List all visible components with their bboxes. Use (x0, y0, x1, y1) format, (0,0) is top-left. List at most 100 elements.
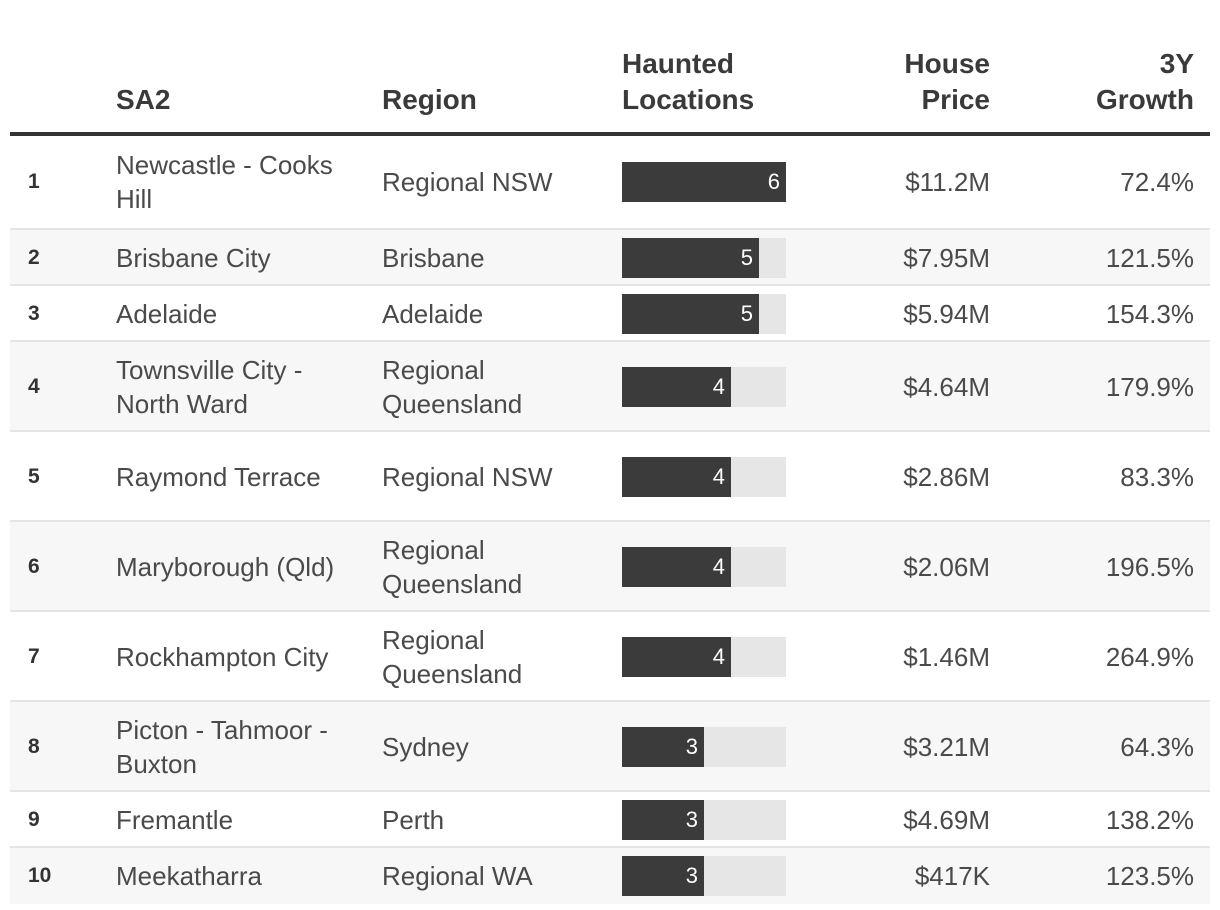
region-cell: Regional NSW (382, 167, 553, 197)
haunted-bar-track: 5 (622, 294, 786, 334)
haunted-bar: 4 (622, 367, 731, 407)
header-region: Region (382, 84, 477, 115)
rank-cell: 2 (28, 246, 40, 269)
rank-cell: 4 (28, 375, 40, 398)
sa2-cell: Townsville City - North Ward (116, 355, 303, 419)
header-haunted-locations: Haunted Locations (622, 46, 754, 118)
table-row: 8 Picton - Tahmoor - Buxton Sydney 3 $3.21M 6… (10, 700, 1210, 792)
haunted-bar-label: 3 (685, 807, 698, 832)
haunted-locations-table: SA2 Region Haunted Locations House Price… (10, 0, 1210, 904)
growth-cell: 264.9% (1105, 642, 1194, 672)
growth-cell: 121.5% (1105, 243, 1194, 273)
table-row: 4 Townsville City - North Ward Regional Qu… (10, 340, 1210, 432)
haunted-bar: 5 (622, 294, 759, 334)
header-sa2: SA2 (116, 84, 171, 115)
rank-cell: 3 (28, 302, 40, 325)
region-cell: Regional NSW (382, 462, 553, 492)
table-row: 6 Maryborough (Qld) Regional Queensland 4 $2… (10, 520, 1210, 612)
rank-cell: 1 (28, 170, 40, 193)
house-price-cell: $417K (914, 861, 990, 891)
growth-cell: 179.9% (1105, 372, 1194, 402)
sa2-cell: Maryborough (Qld) (116, 552, 335, 582)
growth-cell: 123.5% (1105, 861, 1194, 891)
region-cell: Regional WA (382, 861, 533, 891)
house-price-cell: $5.94M (903, 299, 990, 329)
sa2-cell: Rockhampton City (116, 642, 329, 672)
growth-cell: 138.2% (1105, 805, 1194, 835)
house-price-cell: $2.06M (903, 552, 990, 582)
house-price-cell: $4.69M (903, 805, 990, 835)
haunted-bar-track: 5 (622, 238, 786, 278)
region-cell: Regional Queensland (382, 625, 523, 689)
haunted-bar-label: 5 (740, 245, 753, 270)
rank-cell: 5 (28, 465, 40, 488)
haunted-bar-track: 6 (622, 162, 786, 202)
region-cell: Sydney (382, 732, 469, 762)
sa2-cell: Adelaide (116, 299, 218, 329)
rank-cell: 7 (28, 645, 40, 668)
haunted-bar-track: 4 (622, 367, 786, 407)
table-row: 9 Fremantle Perth 3 $4.69M 138.2% (10, 790, 1210, 848)
rank-cell: 9 (28, 808, 40, 831)
region-cell: Regional Queensland (382, 535, 523, 599)
header-price-line2: Price (921, 84, 991, 115)
sa2-cell: Fremantle (116, 805, 234, 835)
house-price-cell: $7.95M (903, 243, 990, 273)
haunted-bar-track: 4 (622, 547, 786, 587)
region-cell: Perth (382, 805, 445, 835)
region-cell: Brisbane (382, 243, 485, 273)
haunted-bar: 5 (622, 238, 759, 278)
haunted-bar-label: 4 (712, 644, 725, 669)
region-cell: Adelaide (382, 299, 484, 329)
haunted-bar-label: 5 (740, 301, 753, 326)
sa2-cell: Brisbane City (116, 243, 271, 273)
header-haunted-line2: Locations (622, 84, 755, 115)
haunted-bar-label: 3 (685, 863, 698, 888)
growth-cell: 64.3% (1120, 732, 1194, 762)
sa2-cell: Meekatharra (116, 861, 262, 891)
house-price-cell: $11.2M (905, 167, 990, 197)
growth-cell: 154.3% (1105, 299, 1194, 329)
house-price-cell: $4.64M (903, 372, 990, 402)
table-row: 1 Newcastle - Cooks Hill Regional NSW 6 $11.… (10, 136, 1210, 228)
rank-cell: 10 (28, 864, 52, 887)
haunted-bar-label: 3 (685, 734, 698, 759)
growth-cell: 196.5% (1105, 552, 1194, 582)
haunted-bar: 4 (622, 457, 731, 497)
region-cell: Regional Queensland (382, 355, 523, 419)
table-row: 5 Raymond Terrace Regional NSW 4 $2.86M 83.3% (10, 430, 1210, 522)
growth-cell: 72.4% (1120, 167, 1194, 197)
haunted-bar-label: 6 (767, 169, 780, 194)
header-3y-growth: 3Y Growth (1096, 46, 1194, 118)
haunted-bar-track: 4 (622, 637, 786, 677)
header-house-price: House Price (904, 46, 990, 118)
table-row: 2 Brisbane City Brisbane 5 $7.95M 121.5% (10, 228, 1210, 286)
house-price-cell: $1.46M (903, 642, 990, 672)
table-row: 7 Rockhampton City Regional Queensland 4 $1.… (10, 610, 1210, 702)
header-growth-line2: Growth (1096, 84, 1194, 115)
haunted-bar-label: 4 (712, 554, 725, 579)
header-haunted-line1: Haunted (622, 48, 734, 79)
haunted-bar-track: 3 (622, 800, 786, 840)
haunted-bar: 4 (622, 547, 731, 587)
rank-cell: 6 (28, 555, 40, 578)
haunted-bar-label: 4 (712, 464, 725, 489)
haunted-bar-track: 4 (622, 457, 786, 497)
rank-cell: 8 (28, 735, 40, 758)
table-row: 3 Adelaide Adelaide 5 $5.94M 154.3% (10, 284, 1210, 342)
haunted-bar: 3 (622, 800, 704, 840)
growth-cell: 83.3% (1120, 462, 1194, 492)
sa2-cell: Newcastle - Cooks Hill (116, 150, 333, 214)
haunted-bar-label: 4 (712, 374, 725, 399)
header-growth-line1: 3Y (1159, 48, 1194, 79)
haunted-bar-track: 3 (622, 727, 786, 767)
haunted-bar: 4 (622, 637, 731, 677)
house-price-cell: $2.86M (903, 462, 990, 492)
header-price-line1: House (904, 48, 990, 79)
haunted-bar: 3 (622, 856, 704, 896)
house-price-cell: $3.21M (903, 732, 990, 762)
sa2-cell: Picton - Tahmoor - Buxton (116, 715, 328, 779)
haunted-bar-track: 3 (622, 856, 786, 896)
haunted-bar: 6 (622, 162, 786, 202)
table-header: SA2 Region Haunted Locations House Price… (10, 0, 1210, 136)
